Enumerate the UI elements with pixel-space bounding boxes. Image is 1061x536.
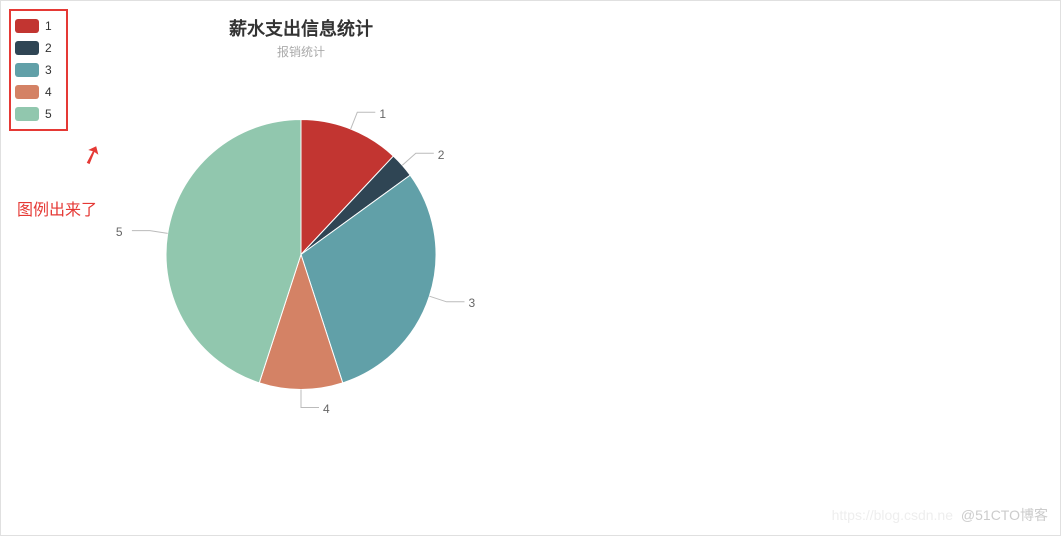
legend-swatch-3-icon	[15, 63, 39, 77]
watermark: https://blog.csdn.ne @51CTO博客	[832, 505, 1048, 525]
pie-leader-2	[402, 153, 434, 165]
pie-leader-3	[429, 296, 464, 302]
legend-label-1: 1	[45, 19, 52, 33]
pie-label-5: 5	[116, 225, 123, 239]
legend-swatch-1-icon	[15, 19, 39, 33]
pie-label-4: 4	[323, 402, 330, 416]
legend-swatch-5-icon	[15, 107, 39, 121]
legend-item-5[interactable]: 5	[15, 103, 52, 125]
chart-container: 薪水支出信息统计 报销统计 1 2 3 4 5 ➚ 图例出来了 12345 ht…	[0, 0, 1061, 536]
legend-label-3: 3	[45, 63, 52, 77]
legend-swatch-2-icon	[15, 41, 39, 55]
chart-title: 薪水支出信息统计	[229, 15, 373, 41]
legend-label-2: 2	[45, 41, 52, 55]
pie-leader-5	[132, 231, 168, 234]
pie-label-2: 2	[438, 148, 445, 162]
legend-item-1[interactable]: 1	[15, 15, 52, 37]
legend-item-4[interactable]: 4	[15, 81, 52, 103]
watermark-faint: https://blog.csdn.ne	[832, 507, 953, 523]
legend-box: 1 2 3 4 5	[9, 9, 68, 131]
legend-label-4: 4	[45, 85, 52, 99]
pie-leader-4	[301, 390, 319, 408]
legend-swatch-4-icon	[15, 85, 39, 99]
legend-item-3[interactable]: 3	[15, 59, 52, 81]
pie-label-1: 1	[379, 107, 386, 121]
watermark-text: @51CTO博客	[961, 507, 1048, 523]
pie-leader-1	[351, 112, 376, 129]
pie-label-3: 3	[469, 296, 476, 310]
pie-chart[interactable]	[61, 55, 541, 460]
legend-label-5: 5	[45, 107, 52, 121]
legend-item-2[interactable]: 2	[15, 37, 52, 59]
